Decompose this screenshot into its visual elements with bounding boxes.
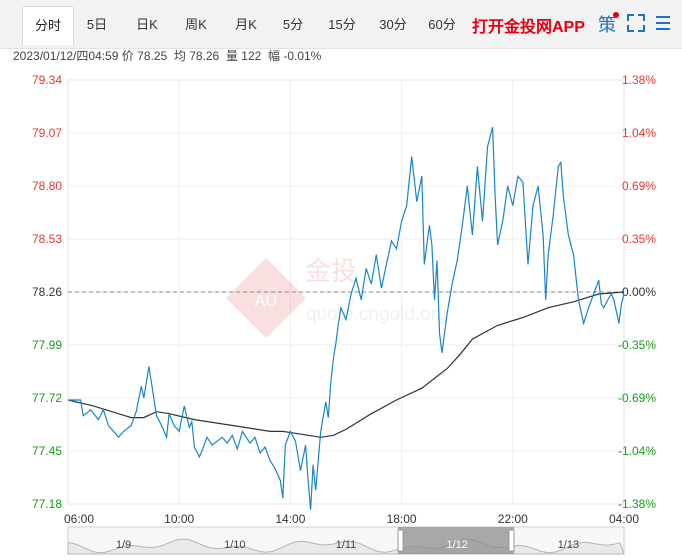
- watermark-abbr: AU: [255, 293, 277, 310]
- navigator-date-label: 1/11: [336, 539, 357, 551]
- watermark-brand: 金投: [305, 257, 357, 287]
- tab-5-minute[interactable]: 5分: [282, 17, 304, 32]
- time-navigator[interactable]: 1/9 1/10 1/11 1/12 1/13: [67, 526, 625, 555]
- y-tick-label-right: 0.00%: [622, 285, 656, 299]
- y-tick-label-right: 0.69%: [622, 179, 656, 193]
- navigator-date-labels: 1/9 1/10 1/11 1/12 1/13: [116, 539, 579, 551]
- y-tick-label-left: 78.53: [32, 232, 62, 246]
- watermark-url: quote.cngold.org: [306, 304, 448, 325]
- navigator-left-handle[interactable]: [397, 529, 404, 552]
- volume-label: 量: [225, 49, 238, 63]
- price-line: [68, 126, 625, 510]
- navigator-date-label: 1/9: [116, 539, 131, 551]
- y-tick-label-right: 0.35%: [622, 232, 656, 246]
- average-label: 均: [173, 49, 186, 63]
- y-tick-label-left: 78.26: [32, 285, 62, 299]
- quote-info-bar: 2023/01/12/四04:59 价 78.25 均 78.26 量 122 …: [13, 47, 321, 64]
- price-value: 78.25: [137, 49, 168, 63]
- x-tick-label: 10:00: [164, 512, 194, 526]
- change-value: -0.01%: [283, 49, 322, 63]
- x-tick-label: 22:00: [498, 512, 528, 526]
- y-tick-label-left: 77.18: [32, 497, 62, 511]
- y-tick-label-left: 77.72: [32, 391, 62, 405]
- tab-daily-k[interactable]: 日K: [136, 17, 158, 32]
- x-tick-label: 04:00: [609, 512, 639, 526]
- y-tick-label-right: -0.69%: [618, 391, 656, 405]
- navigator-selection[interactable]: [398, 527, 514, 554]
- grid-lines: [68, 80, 624, 504]
- y-tick-label-right: -1.04%: [618, 444, 656, 458]
- tab-15-minute[interactable]: 15分: [328, 17, 356, 32]
- x-tick-label: 18:00: [387, 512, 417, 526]
- y-tick-label-left: 78.80: [32, 179, 62, 193]
- open-app-link[interactable]: 打开金投网APP: [472, 19, 585, 36]
- navigator-date-label: 1/10: [224, 539, 245, 551]
- watermark: AU 金投 quote.cngold.org: [226, 257, 448, 338]
- tab-60-minute[interactable]: 60分: [428, 17, 456, 32]
- policy-button[interactable]: 策: [598, 15, 616, 36]
- tab-weekly-k[interactable]: 周K: [185, 17, 207, 32]
- y-tick-label-right: -0.35%: [618, 338, 656, 352]
- navigator-date-label: 1/12: [446, 539, 467, 551]
- axis-labels: 79.34 1.38% 79.07 1.04% 78.80 0.69% 78.53 0.35%…: [32, 73, 656, 526]
- navigator-right-handle[interactable]: [508, 529, 515, 552]
- y-tick-label-right: -1.38%: [618, 497, 656, 511]
- y-tick-label-left: 79.34: [32, 73, 62, 87]
- volume-value: 122: [241, 49, 262, 63]
- y-tick-label-left: 77.45: [32, 444, 62, 458]
- average-value: 78.26: [189, 49, 220, 63]
- tab-30-minute[interactable]: 30分: [379, 17, 407, 32]
- y-tick-label-right: 1.38%: [622, 73, 656, 87]
- tab-intraday[interactable]: 分时: [22, 6, 74, 45]
- period-tab-bar: 分时 5日 日K 周K 月K 5分 15分 30分 60分 打开金投网APP 策: [0, 0, 682, 49]
- y-tick-label-left: 79.07: [32, 126, 62, 140]
- change-label: 幅: [267, 49, 280, 63]
- x-tick-label: 14:00: [275, 512, 305, 526]
- notification-dot: [613, 12, 619, 18]
- navigator-date-label: 1/13: [558, 539, 579, 551]
- fullscreen-icon[interactable]: [627, 14, 645, 32]
- price-label: 价: [121, 49, 134, 63]
- quote-datetime: 2023/01/12/四04:59: [13, 49, 119, 63]
- tab-monthly-k[interactable]: 月K: [235, 17, 257, 32]
- watermark-logo-icon: [226, 258, 306, 338]
- menu-icon[interactable]: [656, 15, 670, 31]
- y-tick-label-left: 77.99: [32, 338, 62, 352]
- tab-5-day[interactable]: 5日: [86, 17, 108, 32]
- y-tick-label-right: 1.04%: [622, 126, 656, 140]
- x-tick-label: 06:00: [64, 512, 94, 526]
